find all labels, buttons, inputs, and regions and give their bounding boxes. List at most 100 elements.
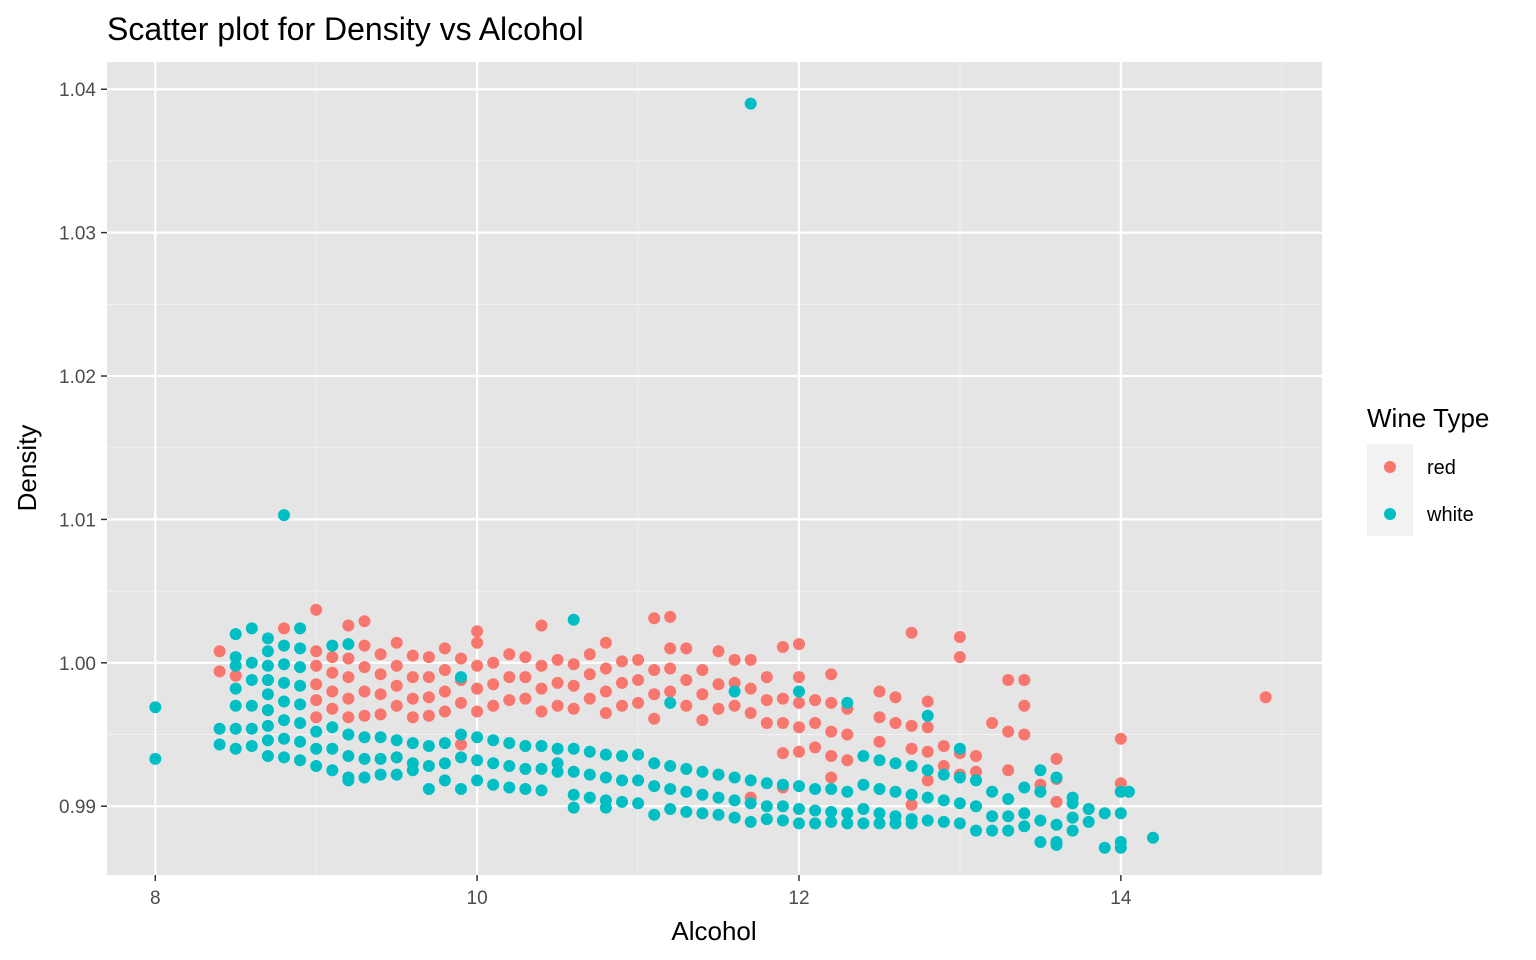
point-white bbox=[1114, 841, 1127, 854]
point-white bbox=[294, 642, 307, 655]
point-white bbox=[278, 714, 290, 727]
point-white bbox=[696, 788, 709, 801]
point-white bbox=[261, 674, 274, 686]
point-white bbox=[229, 682, 242, 695]
point-white bbox=[1122, 785, 1135, 798]
point-red bbox=[760, 694, 773, 707]
point-white bbox=[567, 765, 580, 778]
point-white bbox=[728, 794, 741, 807]
point-white bbox=[374, 731, 387, 744]
point-white bbox=[953, 797, 966, 810]
point-red bbox=[471, 636, 484, 649]
point-white bbox=[487, 778, 500, 791]
point-red bbox=[905, 742, 918, 755]
point-red bbox=[986, 717, 999, 729]
point-white bbox=[744, 774, 757, 787]
point-white bbox=[680, 805, 693, 818]
point-white bbox=[986, 810, 999, 823]
point-white bbox=[487, 757, 500, 770]
point-red bbox=[471, 659, 484, 672]
point-white bbox=[632, 797, 645, 810]
point-red bbox=[648, 712, 661, 725]
point-red bbox=[406, 649, 419, 662]
point-red bbox=[374, 648, 387, 661]
point-red bbox=[551, 676, 564, 689]
point-white bbox=[519, 740, 532, 752]
point-red bbox=[776, 641, 789, 653]
point-white bbox=[744, 815, 757, 828]
point-white bbox=[728, 811, 741, 824]
point-red bbox=[567, 658, 580, 671]
x-axis-ticks: 8 10 12 14 bbox=[150, 875, 1132, 909]
minor-gridlines bbox=[107, 62, 1322, 875]
point-white bbox=[1002, 793, 1015, 805]
point-red bbox=[728, 699, 741, 712]
point-red bbox=[937, 740, 950, 752]
point-red bbox=[793, 671, 805, 684]
point-white bbox=[889, 817, 902, 830]
point-red bbox=[921, 774, 934, 787]
point-red bbox=[905, 719, 918, 732]
point-white bbox=[535, 784, 548, 797]
point-red bbox=[422, 709, 435, 722]
point-red bbox=[841, 728, 854, 741]
point-red bbox=[825, 696, 838, 709]
point-red bbox=[937, 760, 950, 772]
point-white bbox=[776, 800, 789, 813]
point-red bbox=[873, 735, 886, 748]
point-red bbox=[760, 671, 773, 684]
point-red bbox=[905, 798, 918, 811]
point-red bbox=[793, 696, 805, 709]
point-red bbox=[342, 692, 355, 705]
point-white bbox=[905, 788, 918, 801]
point-white bbox=[583, 745, 596, 758]
point-red bbox=[809, 717, 822, 729]
point-white bbox=[986, 785, 999, 798]
point-white bbox=[953, 742, 966, 755]
point-white bbox=[1002, 810, 1015, 823]
point-red bbox=[535, 682, 548, 695]
point-white bbox=[567, 788, 580, 801]
point-red bbox=[809, 694, 822, 707]
point-red bbox=[680, 642, 693, 655]
point-white bbox=[712, 808, 725, 821]
point-red bbox=[471, 682, 484, 695]
point-white bbox=[953, 817, 966, 830]
point-white bbox=[825, 815, 838, 828]
point-white bbox=[825, 805, 838, 818]
point-red bbox=[825, 725, 838, 738]
legend-title: Wine Type bbox=[1367, 403, 1489, 433]
point-white bbox=[149, 701, 162, 714]
point-red bbox=[406, 692, 419, 705]
point-white bbox=[471, 754, 484, 767]
point-white bbox=[487, 734, 500, 747]
point-white bbox=[358, 731, 371, 744]
point-red bbox=[438, 705, 451, 718]
point-white bbox=[970, 774, 982, 787]
point-white bbox=[1082, 803, 1095, 815]
point-red bbox=[326, 702, 339, 715]
y-tick-label: 0.99 bbox=[59, 797, 96, 818]
point-white bbox=[245, 722, 258, 735]
point-red bbox=[310, 694, 323, 707]
point-red bbox=[970, 765, 982, 778]
point-white bbox=[245, 622, 258, 635]
point-white bbox=[857, 750, 870, 762]
point-red bbox=[680, 674, 693, 686]
point-white bbox=[261, 632, 274, 645]
point-white bbox=[294, 622, 307, 635]
point-white bbox=[1066, 811, 1079, 824]
point-white bbox=[793, 780, 805, 793]
point-white bbox=[278, 676, 290, 689]
point-white bbox=[793, 685, 805, 698]
point-white bbox=[342, 774, 355, 787]
point-red bbox=[326, 666, 339, 679]
point-white bbox=[342, 638, 355, 651]
plot-panel bbox=[107, 62, 1322, 875]
point-red bbox=[567, 702, 580, 715]
point-white bbox=[422, 760, 435, 772]
point-white bbox=[278, 639, 290, 652]
point-white bbox=[310, 725, 323, 738]
point-white bbox=[294, 754, 307, 767]
point-white bbox=[294, 717, 307, 729]
